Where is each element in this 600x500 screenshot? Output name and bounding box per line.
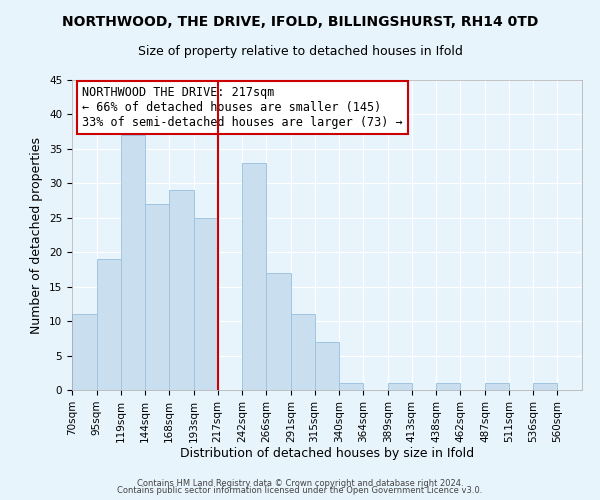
Bar — [485, 383, 509, 390]
Bar — [169, 190, 194, 390]
Bar — [340, 383, 363, 390]
Bar — [97, 259, 121, 390]
Text: Contains HM Land Registry data © Crown copyright and database right 2024.: Contains HM Land Registry data © Crown c… — [137, 478, 463, 488]
Bar — [314, 342, 340, 390]
Bar — [436, 383, 460, 390]
Bar — [266, 273, 291, 390]
X-axis label: Distribution of detached houses by size in Ifold: Distribution of detached houses by size … — [180, 448, 474, 460]
Bar — [194, 218, 218, 390]
Text: NORTHWOOD THE DRIVE: 217sqm
← 66% of detached houses are smaller (145)
33% of se: NORTHWOOD THE DRIVE: 217sqm ← 66% of det… — [82, 86, 403, 129]
Bar — [145, 204, 169, 390]
Text: Size of property relative to detached houses in Ifold: Size of property relative to detached ho… — [137, 45, 463, 58]
Bar — [533, 383, 557, 390]
Y-axis label: Number of detached properties: Number of detached properties — [31, 136, 43, 334]
Bar — [291, 314, 314, 390]
Text: NORTHWOOD, THE DRIVE, IFOLD, BILLINGSHURST, RH14 0TD: NORTHWOOD, THE DRIVE, IFOLD, BILLINGSHUR… — [62, 15, 538, 29]
Bar — [242, 162, 266, 390]
Bar — [121, 135, 145, 390]
Bar — [72, 314, 97, 390]
Text: Contains public sector information licensed under the Open Government Licence v3: Contains public sector information licen… — [118, 486, 482, 495]
Bar — [388, 383, 412, 390]
